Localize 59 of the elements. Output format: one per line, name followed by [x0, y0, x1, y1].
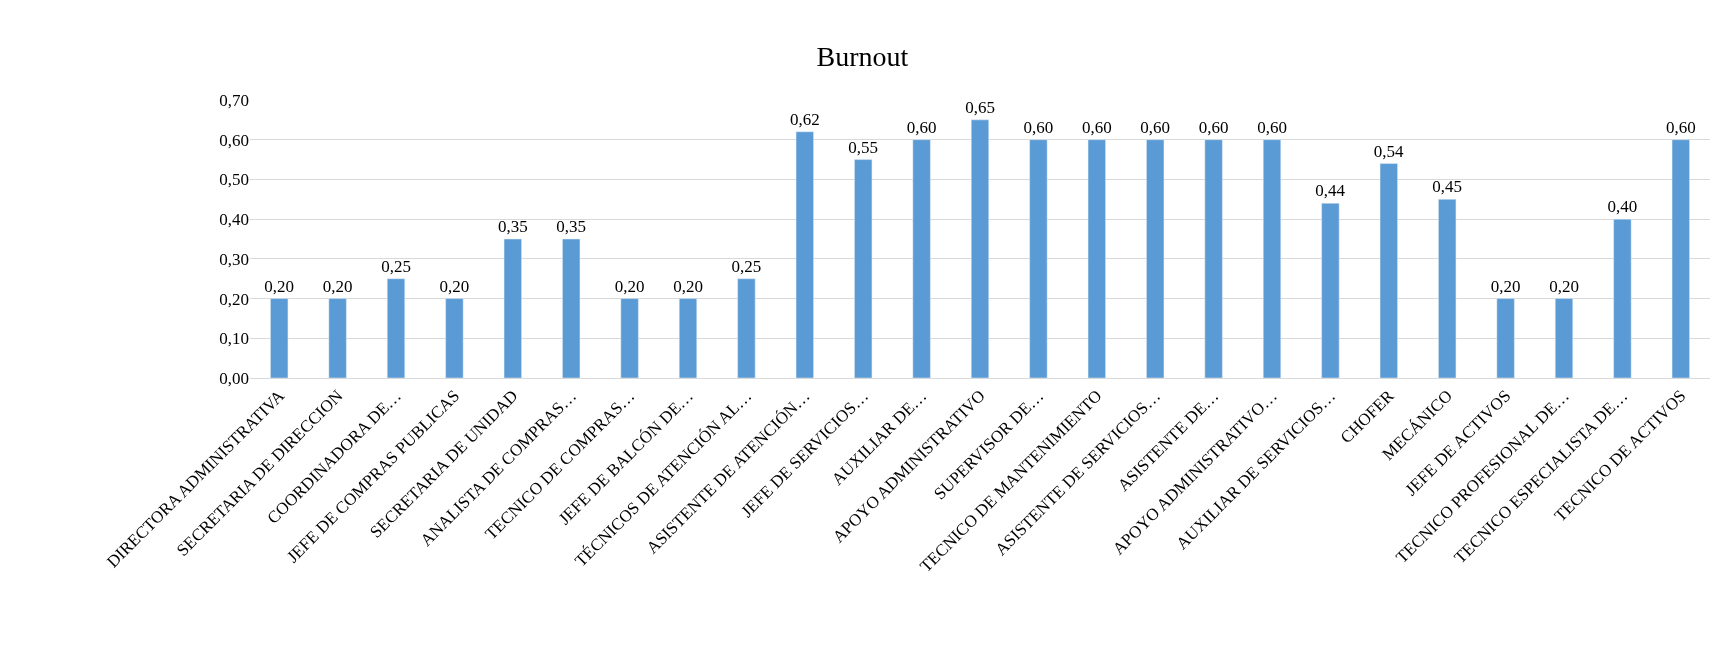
- data-label: 0,45: [1432, 177, 1463, 197]
- data-label: 0,20: [322, 276, 353, 296]
- data-label: 0,60: [906, 117, 937, 137]
- data-label: 0,20: [1490, 276, 1521, 296]
- data-label: 0,20: [439, 276, 470, 296]
- bar: [620, 298, 639, 378]
- data-label: 0,60: [1665, 117, 1696, 137]
- y-tick-label: 0,60: [219, 130, 249, 150]
- bar: [270, 298, 289, 378]
- data-label: 0,20: [264, 276, 295, 296]
- bar: [1379, 163, 1398, 378]
- data-label: 0,44: [1315, 181, 1346, 201]
- bar: [1262, 139, 1282, 378]
- y-tick-label: 0,50: [219, 170, 249, 190]
- bar: [1554, 298, 1574, 378]
- y-tick-label: 0,70: [219, 90, 249, 110]
- data-label: 0,20: [614, 276, 645, 296]
- data-label: 0,54: [1373, 141, 1404, 161]
- data-label: 0,65: [965, 97, 995, 117]
- data-label: 0,35: [556, 217, 587, 236]
- bar: [1087, 139, 1106, 378]
- bar: [737, 278, 756, 378]
- y-tick-label: 0,30: [219, 249, 249, 269]
- bar: [970, 119, 990, 378]
- bar: [1029, 139, 1048, 378]
- bar: [854, 159, 873, 378]
- y-tick-label: 0,40: [219, 210, 249, 230]
- bar: [1438, 199, 1457, 378]
- data-label: 0,62: [789, 109, 820, 129]
- bar: [1146, 139, 1165, 378]
- bar: [386, 278, 406, 378]
- y-tick-label: 0,20: [219, 289, 249, 309]
- bar: [1613, 218, 1632, 378]
- bar: [912, 139, 931, 378]
- bar: [1204, 139, 1223, 378]
- data-label: 0,25: [731, 256, 762, 276]
- data-label: 0,35: [497, 217, 528, 236]
- data-label: 0,60: [1081, 117, 1112, 137]
- chart-title: Burnout: [816, 41, 909, 73]
- bar: [445, 298, 464, 378]
- y-tick-label: 0,10: [219, 329, 249, 349]
- data-label: 0,25: [381, 256, 411, 276]
- data-label: 0,20: [673, 276, 703, 296]
- data-label: 0,60: [1023, 117, 1054, 137]
- data-label: 0,20: [1549, 276, 1579, 296]
- data-label: 0,60: [1140, 117, 1171, 137]
- bar: [1496, 298, 1515, 378]
- y-tick-label: 0,00: [219, 368, 249, 388]
- data-label: 0,60: [1198, 117, 1229, 137]
- data-label: 0,60: [1257, 117, 1287, 137]
- bar: [328, 298, 347, 378]
- bar: [795, 131, 814, 378]
- bar: [562, 238, 581, 378]
- bar: [678, 298, 698, 378]
- bar: [1671, 139, 1690, 378]
- bar: [503, 238, 522, 378]
- bar: [1321, 203, 1340, 378]
- data-label: 0,40: [1607, 197, 1638, 217]
- data-label: 0,55: [848, 137, 879, 157]
